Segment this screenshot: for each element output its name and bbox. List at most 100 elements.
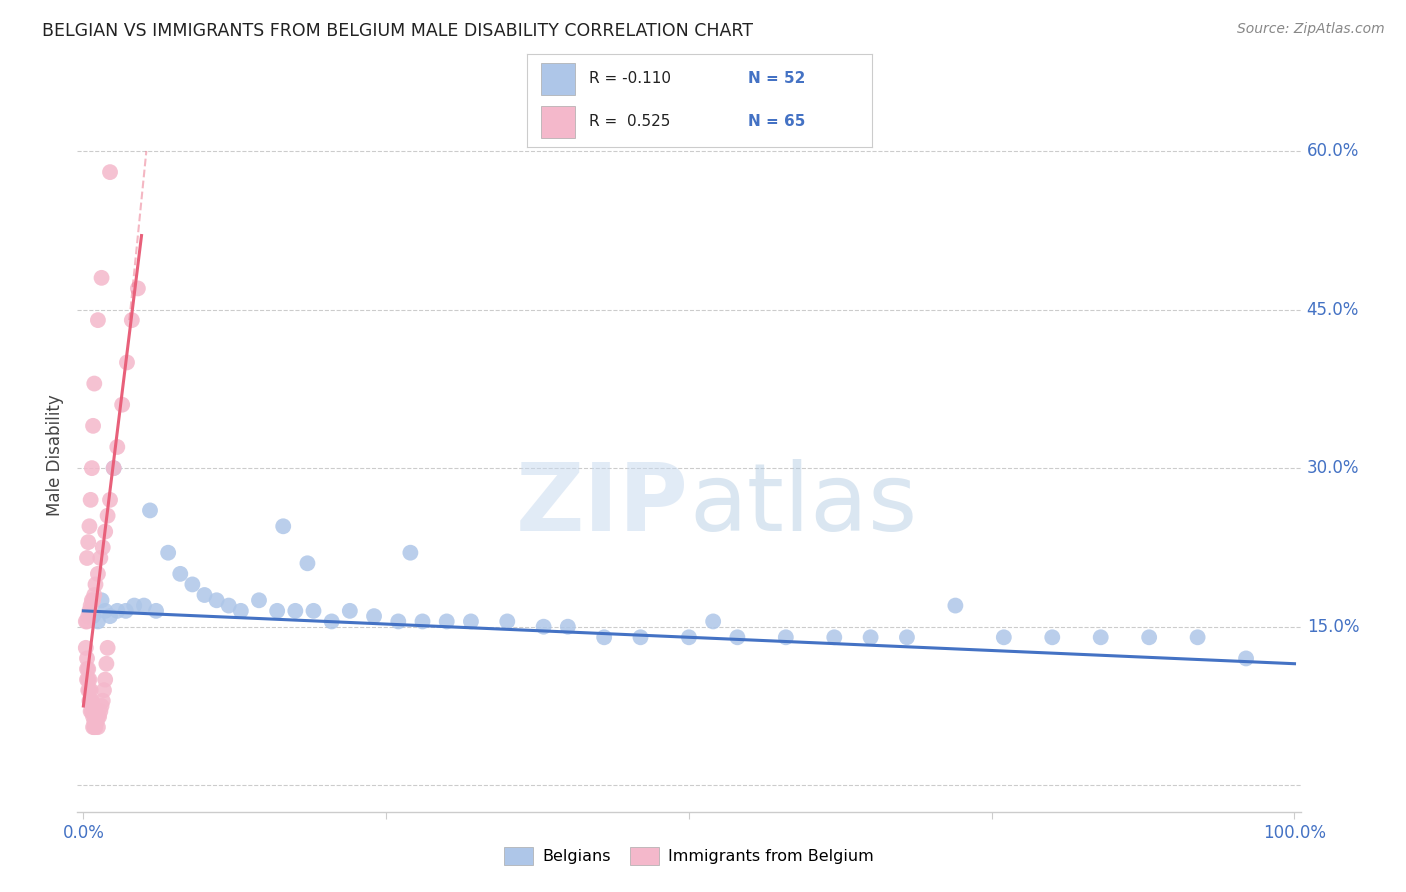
Point <box>87 709 110 723</box>
Point <box>76 551 98 566</box>
Point <box>79 683 101 698</box>
Point <box>436 615 458 629</box>
Text: 60.0%: 60.0% <box>1306 142 1360 160</box>
Text: 45.0%: 45.0% <box>1306 301 1360 318</box>
Point <box>496 615 519 629</box>
Point <box>169 566 191 581</box>
Point <box>77 535 100 549</box>
Point <box>121 313 143 327</box>
Point <box>87 313 110 327</box>
Point <box>247 593 270 607</box>
Point <box>90 698 112 713</box>
Point <box>86 714 108 729</box>
Point <box>80 704 103 718</box>
Point <box>76 651 98 665</box>
Point <box>205 593 228 607</box>
Point <box>94 604 117 618</box>
Point <box>1090 630 1112 644</box>
Point <box>77 683 100 698</box>
Point <box>103 461 125 475</box>
Y-axis label: Male Disability: Male Disability <box>46 394 65 516</box>
Point <box>83 376 105 391</box>
Point <box>82 709 104 723</box>
Text: N = 65: N = 65 <box>748 114 806 129</box>
Point <box>82 698 104 713</box>
Point <box>79 519 101 533</box>
Point <box>79 604 101 618</box>
Point <box>157 546 180 560</box>
Point <box>593 630 616 644</box>
Point <box>80 593 103 607</box>
Point <box>993 630 1015 644</box>
Point <box>266 604 288 618</box>
Point <box>82 593 104 607</box>
Point <box>83 720 105 734</box>
Point <box>98 609 121 624</box>
Point <box>91 541 114 555</box>
Point <box>533 620 555 634</box>
Point <box>1040 630 1063 644</box>
Point <box>387 615 409 629</box>
Legend: Belgians, Immigrants from Belgium: Belgians, Immigrants from Belgium <box>498 840 880 871</box>
Point <box>321 615 343 629</box>
Point <box>97 640 120 655</box>
Text: 30.0%: 30.0% <box>1306 459 1360 477</box>
Point <box>80 694 103 708</box>
Point <box>105 604 128 618</box>
Point <box>77 673 100 687</box>
Point <box>87 566 110 581</box>
Point <box>76 662 98 676</box>
Point <box>132 599 155 613</box>
Point <box>90 270 112 285</box>
Point <box>79 694 101 708</box>
Point <box>75 615 97 629</box>
Point <box>859 630 882 644</box>
Point <box>87 720 110 734</box>
Point <box>79 704 101 718</box>
Point <box>702 615 724 629</box>
Point <box>83 714 105 729</box>
Point <box>111 398 134 412</box>
Point <box>93 683 115 698</box>
Point <box>84 709 107 723</box>
Point <box>339 604 361 618</box>
Point <box>103 461 125 475</box>
Point <box>87 615 110 629</box>
Point <box>98 165 121 179</box>
Text: Source: ZipAtlas.com: Source: ZipAtlas.com <box>1237 22 1385 37</box>
Point <box>77 609 100 624</box>
Point <box>94 673 117 687</box>
Point <box>678 630 700 644</box>
Point <box>945 599 967 613</box>
Point <box>115 355 138 369</box>
Point <box>411 615 433 629</box>
Point <box>271 519 294 533</box>
Point <box>139 503 162 517</box>
Bar <box>541 106 575 138</box>
Point <box>823 630 845 644</box>
Point <box>82 418 104 433</box>
Point <box>79 599 101 613</box>
Point <box>89 704 111 718</box>
Text: R = -0.110: R = -0.110 <box>589 71 671 87</box>
Point <box>284 604 307 618</box>
Text: R =  0.525: R = 0.525 <box>589 114 671 129</box>
Point <box>96 657 118 671</box>
Bar <box>541 63 575 95</box>
Point <box>82 609 104 624</box>
Point <box>91 694 114 708</box>
Point <box>76 615 98 629</box>
Point <box>90 593 112 607</box>
Point <box>84 577 107 591</box>
Point <box>297 556 319 570</box>
Point <box>79 673 101 687</box>
Point <box>399 546 422 560</box>
Point <box>181 577 204 591</box>
Text: ZIP: ZIP <box>516 458 689 551</box>
Point <box>79 492 101 507</box>
Point <box>557 620 579 634</box>
Point <box>363 609 385 624</box>
Point <box>89 551 111 566</box>
Point <box>896 630 918 644</box>
Point <box>77 662 100 676</box>
